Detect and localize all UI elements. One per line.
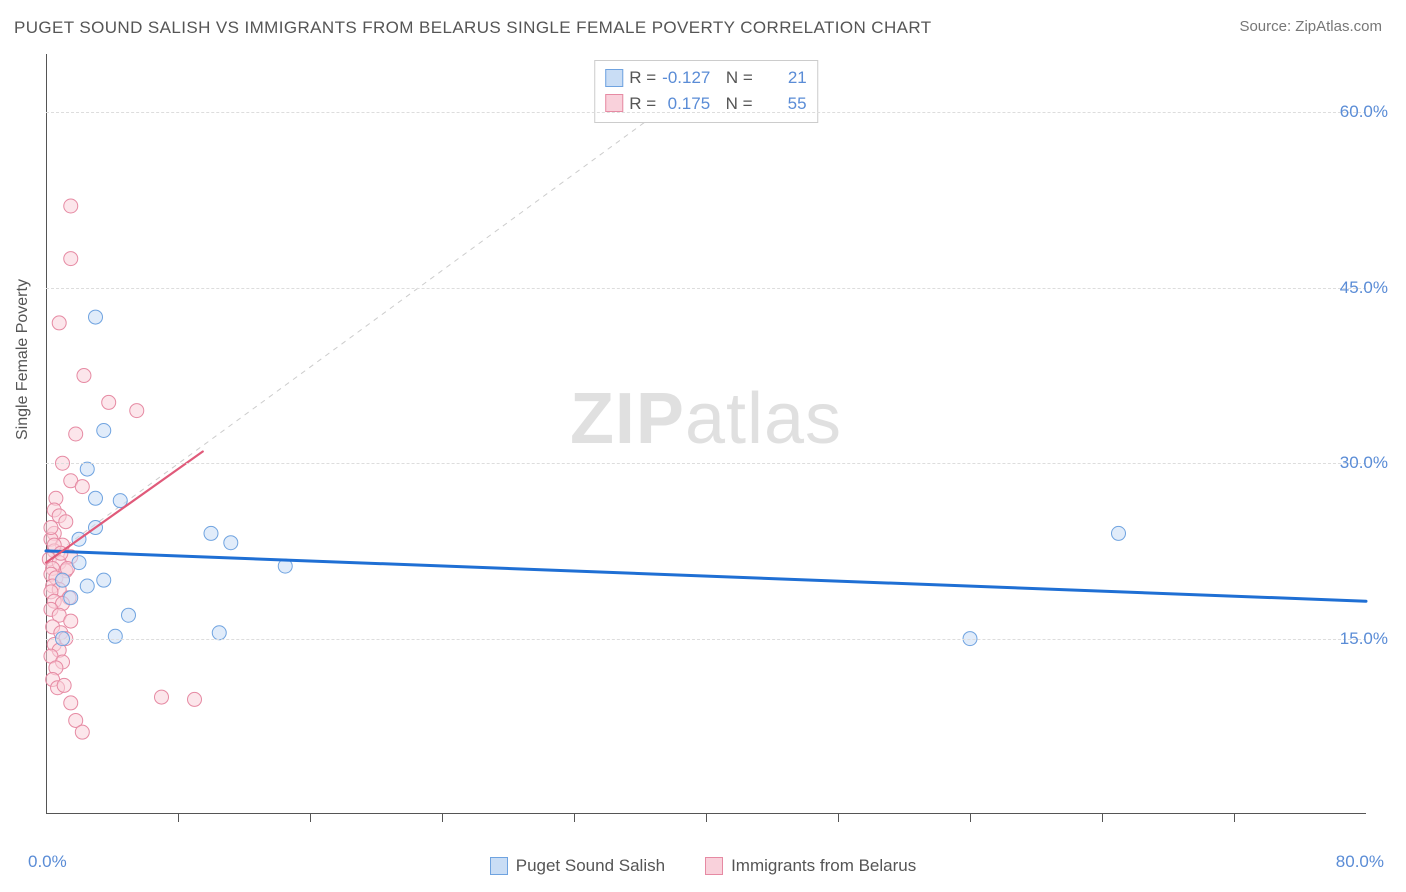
swatch-series2 — [605, 94, 623, 112]
y-tick-label: 30.0% — [1340, 453, 1388, 473]
y-tick-label: 60.0% — [1340, 102, 1388, 122]
plot-area: ZIPatlas R = -0.127 N = 21 R = 0.175 N =… — [46, 54, 1366, 814]
corr-row-1: R = -0.127 N = 21 — [605, 65, 807, 91]
legend-label-2: Immigrants from Belarus — [731, 856, 916, 876]
y-tick-label: 45.0% — [1340, 278, 1388, 298]
r-label: R = — [629, 65, 656, 91]
y-axis-label: Single Female Poverty — [14, 279, 32, 440]
chart-title: PUGET SOUND SALISH VS IMMIGRANTS FROM BE… — [14, 18, 932, 38]
legend-item-2: Immigrants from Belarus — [705, 856, 916, 876]
r-value-1: -0.127 — [662, 65, 710, 91]
n-value-1: 21 — [759, 65, 807, 91]
legend-swatch-1 — [490, 857, 508, 875]
y-tick-label: 15.0% — [1340, 629, 1388, 649]
source-attribution: Source: ZipAtlas.com — [1239, 18, 1382, 35]
correlation-legend-box: R = -0.127 N = 21 R = 0.175 N = 55 — [594, 60, 818, 123]
legend-item-1: Puget Sound Salish — [490, 856, 665, 876]
legend-label-1: Puget Sound Salish — [516, 856, 665, 876]
n-label: N = — [716, 65, 752, 91]
swatch-series1 — [605, 69, 623, 87]
chart-svg — [46, 54, 1366, 814]
bottom-legend: Puget Sound Salish Immigrants from Belar… — [0, 856, 1406, 876]
legend-swatch-2 — [705, 857, 723, 875]
